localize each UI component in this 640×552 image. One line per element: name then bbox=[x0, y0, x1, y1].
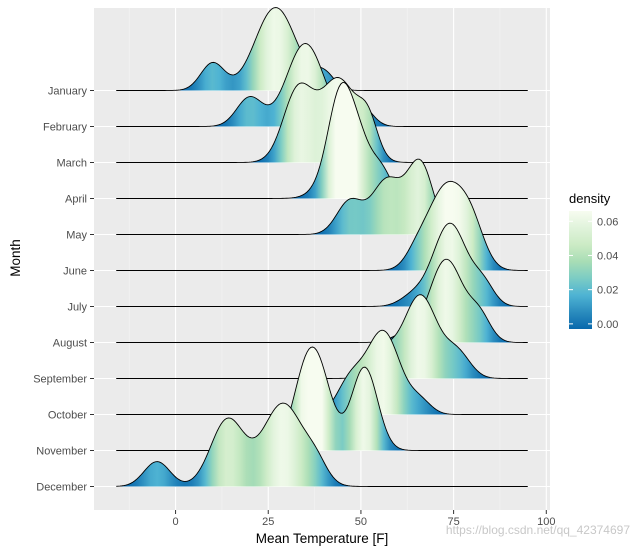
watermark: https://blog.csdn.net/qq_42374697 bbox=[446, 523, 630, 537]
ridge-fill-may bbox=[116, 159, 528, 235]
ridge-fill-july bbox=[116, 223, 528, 307]
y-axis-ticks: January February March April May June July Augu… bbox=[33, 86, 94, 494]
ridge-line-january bbox=[116, 7, 528, 91]
legend-ticks: 0.06 0.04 0.02 0.00 bbox=[569, 216, 618, 331]
ridge-fill-june bbox=[116, 181, 528, 271]
legend-label: 0.02 bbox=[597, 285, 618, 297]
x-tick-label: 50 bbox=[355, 516, 367, 528]
ridge-line-february bbox=[116, 43, 528, 127]
x-axis-title: Mean Temperature [F] bbox=[256, 531, 389, 546]
ridge-fill-september bbox=[116, 294, 528, 379]
ridge-fill-november bbox=[116, 347, 528, 451]
legend-label: 0.06 bbox=[597, 216, 618, 228]
ridge-line-november bbox=[116, 346, 528, 451]
ridge-line-december bbox=[116, 402, 528, 487]
y-tick-label-february: February bbox=[43, 122, 88, 134]
y-tick-label-september: September bbox=[33, 374, 87, 386]
ridge-fill-february bbox=[116, 43, 528, 127]
ridge-fill-april bbox=[116, 82, 528, 199]
y-tick-label-march: March bbox=[56, 158, 87, 170]
y-tick-label-november: November bbox=[36, 446, 87, 458]
ridge-line-march bbox=[116, 77, 528, 163]
y-tick-label-august: August bbox=[53, 338, 87, 350]
y-axis-title: Month bbox=[8, 239, 23, 277]
ridges bbox=[116, 7, 528, 487]
ridge-fill-march bbox=[116, 77, 528, 163]
x-tick-label: 0 bbox=[172, 516, 178, 528]
x-axis-ticks: 0 25 50 75 100 bbox=[172, 510, 555, 528]
y-tick-label-april: April bbox=[65, 194, 87, 206]
ridge-fill-december bbox=[116, 403, 528, 487]
legend-title: density bbox=[569, 191, 611, 206]
legend-label: 0.04 bbox=[597, 250, 618, 262]
ridge-line-august bbox=[116, 258, 528, 343]
legend-label: 0.00 bbox=[597, 319, 618, 331]
ridge-line-june bbox=[116, 180, 528, 271]
y-tick-label-may: May bbox=[66, 230, 87, 242]
y-tick-label-january: January bbox=[48, 86, 88, 98]
x-tick-label: 100 bbox=[537, 516, 555, 528]
legend-colorbar bbox=[569, 211, 592, 329]
x-tick-label: 75 bbox=[447, 516, 459, 528]
ridge-fill-january bbox=[116, 7, 528, 91]
y-tick-label-july: July bbox=[67, 302, 87, 314]
x-tick-label: 25 bbox=[262, 516, 274, 528]
y-tick-label-october: October bbox=[48, 410, 87, 422]
y-tick-label-december: December bbox=[36, 482, 87, 494]
ridge-line-july bbox=[116, 222, 528, 307]
legend: density 0.06 0.04 0.02 0.00 bbox=[569, 191, 618, 331]
y-tick-label-june: June bbox=[63, 266, 87, 278]
